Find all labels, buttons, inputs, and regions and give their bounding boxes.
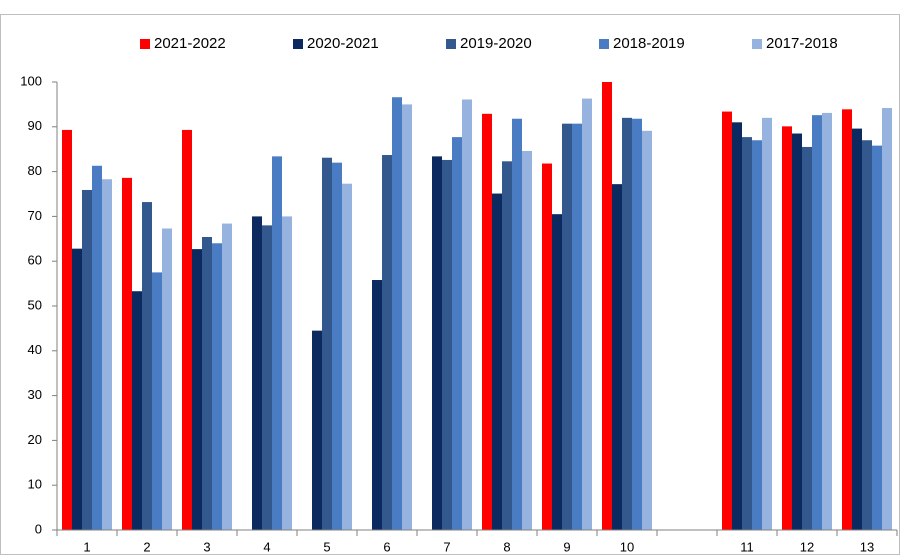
bar — [62, 129, 72, 530]
legend-swatch — [752, 39, 762, 49]
y-tick-label: 40 — [28, 342, 42, 357]
y-tick-label: 60 — [28, 253, 42, 268]
bar — [402, 104, 412, 531]
bar — [632, 118, 642, 531]
bar — [252, 216, 262, 530]
bar — [782, 126, 792, 531]
bar — [82, 189, 92, 530]
bar — [582, 98, 592, 531]
bar — [222, 223, 232, 530]
bar — [842, 109, 852, 530]
x-tick-label: 3 — [203, 539, 210, 554]
bar — [122, 177, 132, 530]
bar — [272, 156, 282, 531]
bar — [642, 130, 652, 530]
bar — [132, 291, 142, 530]
bar — [502, 161, 512, 530]
bar — [152, 272, 162, 530]
bar — [212, 243, 222, 530]
legend-swatch — [293, 39, 303, 49]
y-tick-label: 20 — [28, 432, 42, 447]
x-tick-label: 1 — [83, 539, 90, 554]
x-tick-label: 11 — [740, 539, 754, 554]
bar — [202, 237, 212, 530]
bar — [602, 82, 612, 530]
bar — [312, 330, 322, 530]
bar — [452, 137, 462, 530]
x-tick-label: 7 — [443, 539, 450, 554]
bar — [342, 183, 352, 531]
bar — [282, 216, 292, 530]
bar — [382, 155, 392, 531]
legend-text: 2018-2019 — [613, 35, 685, 52]
y-tick-label: 0 — [35, 521, 42, 536]
bar — [92, 165, 102, 530]
bar — [442, 159, 452, 530]
y-tick-label: 100 — [20, 73, 42, 88]
y-tick-label: 50 — [28, 297, 42, 312]
y-tick-label: 10 — [28, 477, 42, 492]
x-tick-label: 9 — [563, 539, 570, 554]
x-tick-label: 5 — [323, 539, 330, 554]
bar — [792, 133, 802, 530]
x-tick-label: 8 — [503, 539, 510, 554]
bar — [542, 163, 552, 530]
bar — [762, 117, 772, 530]
x-tick-label: 12 — [800, 539, 814, 554]
bar — [722, 111, 732, 531]
bar — [562, 123, 572, 530]
bar — [752, 140, 762, 531]
bar — [332, 162, 342, 530]
legend-text: 2021-2022 — [154, 35, 226, 52]
y-tick-label: 90 — [28, 118, 42, 133]
bar — [262, 225, 272, 531]
y-tick-label: 80 — [28, 163, 42, 178]
bar — [572, 123, 582, 530]
bar — [622, 117, 632, 530]
bar — [392, 97, 402, 531]
bar — [512, 118, 522, 531]
x-tick-label: 4 — [263, 539, 270, 554]
bar — [102, 179, 112, 530]
x-tick-label: 2 — [143, 539, 150, 554]
y-tick-label: 70 — [28, 208, 42, 223]
bar — [462, 99, 472, 531]
x-tick-label: 13 — [860, 539, 874, 554]
bar — [372, 280, 382, 530]
bar — [142, 202, 152, 530]
bar — [322, 157, 332, 530]
legend-swatch — [446, 39, 456, 49]
bar — [822, 112, 832, 531]
legend-text: 2019-2020 — [460, 35, 532, 52]
bar — [882, 107, 892, 530]
bar — [72, 248, 82, 530]
bar — [812, 115, 822, 530]
bar — [162, 228, 172, 530]
legend-swatch — [140, 39, 150, 49]
legend-text: 2017-2018 — [766, 35, 838, 52]
bar — [852, 128, 862, 531]
bar — [182, 129, 192, 530]
bar — [612, 184, 622, 531]
legend-text: 2020-2021 — [307, 35, 379, 52]
bar — [872, 145, 882, 530]
bar — [742, 137, 752, 530]
bar — [522, 150, 532, 530]
bar — [862, 140, 872, 531]
bar — [192, 249, 202, 530]
x-tick-label: 6 — [383, 539, 390, 554]
bar — [732, 122, 742, 530]
bar — [552, 214, 562, 530]
bar — [482, 113, 492, 531]
bar — [802, 146, 812, 530]
legend-swatch — [599, 39, 609, 49]
y-tick-label: 30 — [28, 387, 42, 402]
bar — [432, 156, 442, 531]
bar — [492, 193, 502, 530]
x-tick-label: 10 — [620, 539, 634, 554]
